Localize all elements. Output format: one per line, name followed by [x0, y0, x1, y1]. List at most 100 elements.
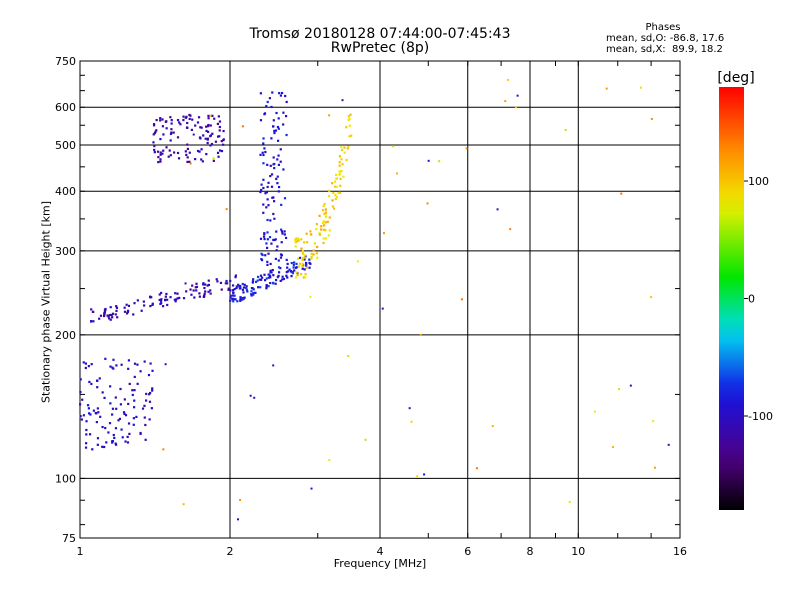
echo-point	[112, 358, 115, 361]
echo-point	[96, 386, 99, 389]
echo-point	[119, 387, 122, 391]
echo-point	[239, 284, 242, 288]
noise-point	[408, 407, 411, 410]
echo-point	[189, 114, 192, 117]
echo-point	[269, 269, 272, 272]
echo-point	[186, 143, 189, 146]
echo-point	[194, 157, 197, 161]
echo-point	[242, 291, 245, 294]
echo-point	[222, 139, 225, 142]
echo-point	[127, 402, 130, 406]
echo-point	[218, 149, 222, 152]
echo-point	[165, 127, 168, 130]
echo-point	[185, 153, 188, 157]
echo-point	[300, 247, 303, 250]
echo-point	[143, 404, 146, 407]
echo-point	[103, 396, 106, 400]
echo-point	[320, 225, 323, 228]
echo-point	[200, 158, 203, 161]
echo-point	[166, 303, 169, 307]
echo-point	[297, 237, 300, 240]
echo-point	[252, 278, 255, 281]
echo-point	[82, 414, 85, 417]
echo-point	[266, 185, 269, 189]
echo-point	[267, 252, 270, 255]
echo-point	[224, 282, 227, 285]
echo-point	[229, 296, 232, 299]
echo-point	[245, 288, 248, 291]
echo-point	[303, 258, 306, 261]
echo-point	[169, 296, 172, 299]
noise-point	[419, 333, 422, 336]
echo-point	[207, 130, 210, 133]
echo-point	[291, 272, 294, 275]
echo-point	[338, 164, 341, 167]
echo-point	[216, 280, 219, 283]
echo-point	[275, 111, 278, 115]
echo-point	[241, 298, 244, 301]
echo-point	[144, 423, 147, 427]
echo-point	[121, 436, 124, 439]
echo-point	[157, 161, 160, 164]
echo-point	[231, 284, 235, 287]
noise-point	[653, 466, 656, 469]
echo-point	[202, 295, 205, 299]
echo-point	[282, 111, 285, 114]
echo-point	[277, 185, 281, 189]
echo-point	[190, 128, 193, 131]
noise-point	[618, 388, 621, 391]
echo-point	[266, 198, 269, 201]
echo-point	[202, 134, 205, 137]
echo-point	[172, 131, 175, 134]
echo-point	[159, 151, 162, 154]
echo-point	[143, 416, 146, 419]
echo-point	[153, 151, 156, 154]
echo-point	[195, 289, 198, 292]
echo-point	[152, 141, 155, 144]
noise-point	[209, 114, 212, 117]
echo-point	[265, 277, 268, 280]
echo-point	[103, 312, 106, 315]
echo-point	[182, 118, 185, 122]
echo-point	[259, 274, 263, 277]
noise-point	[328, 114, 331, 117]
echo-point	[265, 285, 268, 289]
echo-point	[113, 436, 116, 440]
noise-point	[410, 420, 413, 423]
echo-point	[132, 417, 135, 420]
echo-point	[209, 135, 212, 138]
echo-point	[87, 407, 90, 410]
echo-point	[169, 132, 173, 136]
echo-point	[203, 292, 206, 295]
echo-point	[290, 270, 293, 273]
echo-point	[143, 360, 146, 363]
echo-point	[303, 256, 307, 259]
echo-point	[133, 375, 136, 379]
echo-point	[342, 175, 345, 178]
echo-point	[282, 123, 285, 126]
echo-point	[298, 262, 301, 265]
echo-point	[145, 392, 148, 396]
noise-point	[426, 202, 429, 205]
echo-point	[188, 117, 191, 121]
echo-point	[269, 271, 272, 274]
echo-point	[132, 313, 135, 316]
echo-point	[133, 302, 136, 305]
echo-point	[162, 133, 165, 136]
echo-point	[232, 291, 235, 294]
echo-point	[143, 304, 146, 307]
echo-point	[341, 148, 344, 152]
noise-point	[347, 355, 350, 358]
echo-point	[324, 215, 328, 218]
echo-point	[152, 123, 156, 126]
echo-point	[151, 369, 154, 372]
echo-point	[335, 185, 339, 188]
echo-point	[286, 270, 290, 273]
echo-point	[259, 119, 263, 122]
echo-point	[185, 115, 188, 118]
y-tick-label: 600	[55, 101, 76, 114]
echo-point	[335, 195, 338, 199]
echo-point	[345, 126, 348, 129]
echo-point	[220, 288, 223, 291]
echo-point	[322, 228, 326, 231]
